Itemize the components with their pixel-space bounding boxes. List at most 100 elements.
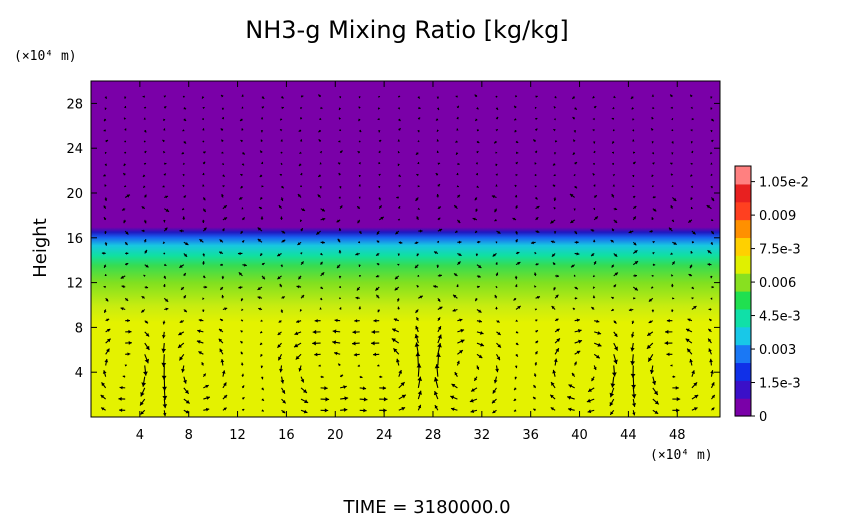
vector-arrowhead <box>300 106 303 109</box>
vector-arrowhead <box>299 151 302 154</box>
vector-arrowhead <box>512 217 516 221</box>
vector-arrowhead <box>362 386 367 391</box>
vector-arrowhead <box>492 389 497 394</box>
vector-arrowhead <box>397 306 400 310</box>
vector-arrowhead <box>476 140 480 143</box>
vector-arrowhead <box>241 207 244 210</box>
vector-arrowhead <box>183 162 186 165</box>
vector-arrowhead <box>533 272 537 276</box>
vector-arrowhead <box>456 128 459 131</box>
vector-arrowhead <box>670 106 673 110</box>
vector-arrowhead <box>515 161 518 165</box>
vector-arrowhead <box>358 196 361 199</box>
vector-arrowhead <box>495 129 498 132</box>
vector-arrowhead <box>594 216 598 220</box>
vector-arrowhead <box>258 206 262 210</box>
vector-arrowhead <box>475 230 478 233</box>
vector-arrowhead <box>711 285 714 289</box>
vector-arrowhead <box>219 348 223 353</box>
vector-arrowhead <box>223 407 227 411</box>
vector-arrowhead <box>197 329 201 333</box>
vector-arrowhead <box>533 385 537 388</box>
vector-arrowhead <box>593 286 596 289</box>
vector-arrowhead <box>534 308 537 311</box>
vector-arrowhead <box>279 174 283 177</box>
vector-arrowhead <box>104 198 108 201</box>
vector-arrowhead <box>240 351 244 355</box>
vector-arrowhead <box>260 117 264 120</box>
vector-arrowhead <box>122 208 125 211</box>
vector-arrowhead <box>183 106 187 110</box>
vector-arrowhead <box>143 107 146 110</box>
vector-arrowhead <box>162 386 167 391</box>
colorbar-segment <box>735 219 751 239</box>
vector-arrowhead <box>514 185 517 188</box>
vector-arrowhead <box>591 377 595 382</box>
vector-arrowhead <box>260 216 264 219</box>
vector-arrowhead <box>649 229 653 233</box>
vector-arrowhead <box>317 194 321 198</box>
vector-arrowhead <box>612 106 615 109</box>
vector-arrowhead <box>552 184 556 188</box>
vector-arrowhead <box>550 407 555 411</box>
vector-arrowhead <box>534 285 537 288</box>
y-tick-label: 12 <box>66 277 83 292</box>
vector-arrowhead <box>652 252 655 255</box>
vector-arrowhead <box>459 350 463 354</box>
vector-arrowhead <box>104 358 109 363</box>
vector-arrowhead <box>202 128 205 131</box>
vector-arrowhead <box>398 185 401 188</box>
vector-arrowhead <box>260 130 264 133</box>
vector-arrowhead <box>610 383 616 388</box>
vector-arrowhead <box>300 228 303 231</box>
vector-arrowhead <box>393 348 398 353</box>
vector-arrowhead <box>338 250 342 253</box>
vector-arrowhead <box>358 184 361 187</box>
vector-arrowhead <box>417 207 420 210</box>
vector-arrowhead <box>260 365 264 369</box>
heatmap-field <box>91 81 720 417</box>
vector-arrowhead <box>296 285 300 289</box>
vector-arrowhead <box>456 172 459 176</box>
vector-arrowhead <box>241 362 244 365</box>
vector-arrowhead <box>301 295 305 299</box>
vector-arrowhead <box>614 207 618 211</box>
x-tick-label: 20 <box>327 428 344 443</box>
vector-arrowhead <box>297 194 301 198</box>
vector-arrowhead <box>202 275 206 278</box>
vector-arrowhead <box>477 240 481 244</box>
vector-arrowhead <box>686 328 690 333</box>
vector-arrowhead <box>240 330 243 333</box>
vector-arrowhead <box>515 174 518 177</box>
vector-arrowhead <box>316 231 320 235</box>
vector-arrowhead <box>708 308 711 311</box>
vector-arrowhead <box>693 407 698 411</box>
vector-arrowhead <box>298 129 302 132</box>
vector-arrowhead <box>590 229 594 232</box>
vector-arrowhead <box>609 392 615 398</box>
vector-arrowhead <box>339 297 341 300</box>
vector-arrowhead <box>417 96 420 99</box>
vector-arrowhead <box>534 252 537 255</box>
vector-arrowhead <box>436 96 440 99</box>
vector-dot <box>495 95 498 98</box>
vector-arrowhead <box>633 206 637 209</box>
vector-arrowhead <box>652 184 655 187</box>
colorbar-segment <box>735 326 751 346</box>
vector-arrowhead <box>710 218 714 221</box>
vector-arrowhead <box>241 308 244 311</box>
x-tick-label: 36 <box>522 428 539 443</box>
vector-arrowhead <box>336 265 340 269</box>
vector-arrowhead <box>710 370 714 374</box>
vector-arrowhead <box>437 298 441 302</box>
vector-arrowhead <box>339 205 343 209</box>
x-tick-label: 32 <box>474 428 491 443</box>
vector-arrowhead <box>630 334 635 338</box>
vector-arrowhead <box>183 195 186 198</box>
vector-arrowhead <box>593 366 597 370</box>
vector-arrowhead <box>671 118 673 121</box>
vector-arrowhead <box>574 286 578 290</box>
vector-arrowhead <box>376 240 380 244</box>
vector-arrowhead <box>647 332 651 336</box>
